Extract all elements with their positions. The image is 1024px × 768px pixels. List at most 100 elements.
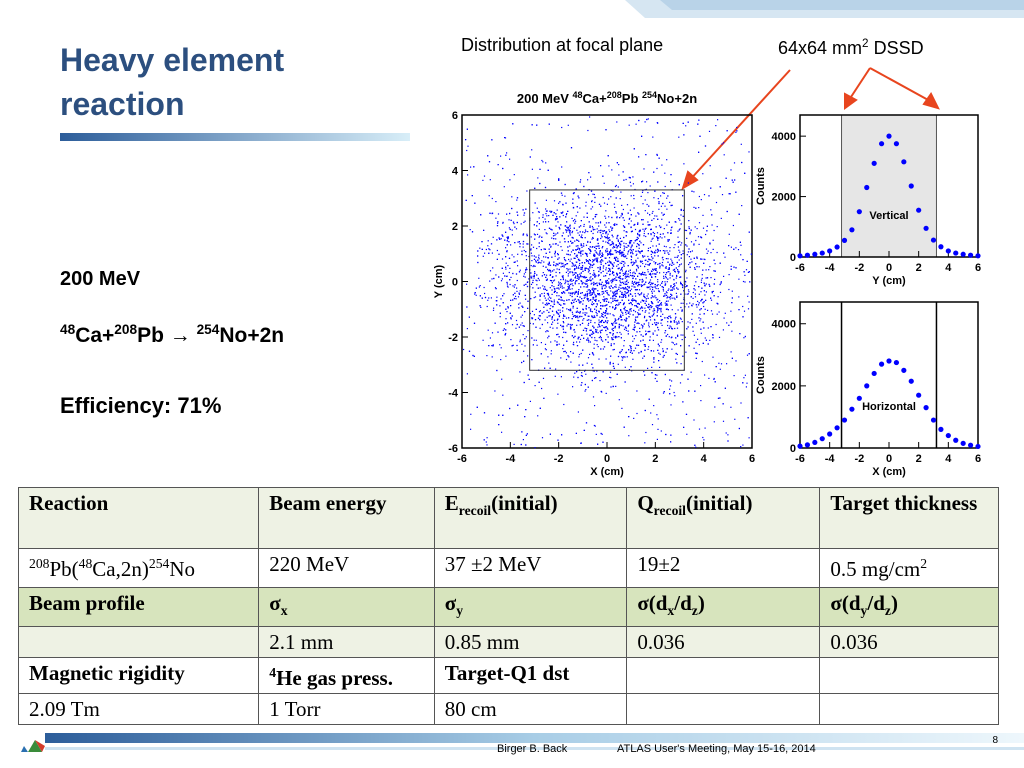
event-dot [631, 256, 633, 258]
event-dot [643, 284, 645, 286]
event-dot [646, 203, 648, 206]
event-dot [664, 281, 666, 283]
event-dot [560, 192, 563, 194]
event-dot [539, 299, 541, 301]
event-dot [653, 350, 655, 352]
event-dot [592, 232, 594, 235]
event-dot [524, 276, 526, 278]
event-dot [628, 311, 630, 313]
event-dot [656, 215, 658, 217]
event-dot [609, 287, 611, 289]
event-dot [599, 308, 602, 310]
event-dot [675, 352, 677, 355]
event-dot [599, 231, 601, 234]
event-dot [665, 291, 667, 293]
event-dot [721, 143, 723, 145]
title-run: 200 MeV [517, 91, 573, 106]
event-dot [672, 287, 674, 289]
event-dot [619, 250, 621, 252]
event-dot [640, 285, 643, 288]
event-dot [659, 250, 661, 252]
event-dot [591, 304, 594, 306]
event-dot [611, 253, 613, 255]
event-dot [636, 289, 638, 291]
event-dot [703, 301, 705, 303]
event-dot [630, 220, 632, 222]
event-dot [686, 328, 688, 330]
event-dot [548, 270, 550, 272]
event-dot [632, 176, 634, 178]
event-dot [697, 236, 700, 238]
event-dot [474, 202, 476, 204]
event-dot [632, 340, 634, 342]
event-dot [592, 193, 594, 195]
event-dot [687, 289, 690, 291]
event-dot [614, 290, 616, 292]
event-dot [633, 194, 635, 197]
event-dot [538, 223, 540, 225]
event-dot [729, 193, 731, 195]
event-dot [634, 289, 637, 291]
event-dot [644, 210, 646, 212]
event-dot [698, 195, 700, 198]
event-dot [498, 237, 500, 239]
event-dot [587, 241, 589, 243]
event-dot [572, 220, 575, 222]
event-dot [651, 276, 653, 278]
event-dot [649, 288, 651, 290]
event-dot [557, 284, 560, 286]
event-dot [700, 237, 703, 239]
event-dot [602, 240, 604, 242]
event-dot [642, 255, 644, 257]
event-dot [571, 236, 573, 239]
event-dot [559, 311, 561, 313]
event-dot [615, 284, 617, 286]
event-dot [596, 329, 598, 331]
event-dot [586, 294, 589, 296]
event-dot [666, 159, 668, 161]
event-dot [511, 196, 513, 198]
event-dot [724, 256, 726, 258]
event-dot [506, 311, 508, 313]
event-dot [655, 324, 657, 326]
event-dot [712, 337, 714, 339]
event-dot [628, 302, 630, 305]
event-dot [521, 305, 523, 307]
event-dot [593, 253, 595, 255]
event-dot [500, 347, 502, 349]
event-dot [624, 294, 627, 296]
event-dot [589, 309, 591, 311]
event-dot [573, 264, 575, 266]
event-dot [678, 322, 680, 324]
event-dot [664, 205, 666, 207]
event-dot [599, 330, 601, 332]
event-dot [641, 310, 644, 312]
event-dot [497, 164, 499, 166]
event-dot [482, 179, 484, 181]
event-dot [618, 327, 620, 329]
event-dot [582, 245, 584, 247]
event-dot [673, 283, 675, 285]
event-dot [678, 218, 680, 220]
event-dot [585, 244, 588, 246]
event-dot [515, 228, 518, 230]
event-dot [629, 274, 631, 276]
event-dot [541, 323, 543, 326]
event-dot [564, 281, 567, 283]
event-dot [748, 151, 750, 153]
event-dot [673, 297, 675, 299]
event-dot [685, 413, 688, 415]
event-dot [656, 438, 658, 440]
title-run: Ca+ [583, 91, 608, 106]
event-dot [582, 253, 584, 255]
event-dot [538, 246, 540, 248]
event-dot [746, 354, 749, 356]
event-dot [562, 214, 564, 217]
event-dot [572, 313, 574, 315]
event-dot [617, 239, 619, 241]
event-dot [657, 301, 659, 303]
event-dot [638, 283, 640, 286]
event-dot [610, 343, 612, 345]
event-dot [543, 248, 545, 250]
event-dot [611, 322, 613, 325]
